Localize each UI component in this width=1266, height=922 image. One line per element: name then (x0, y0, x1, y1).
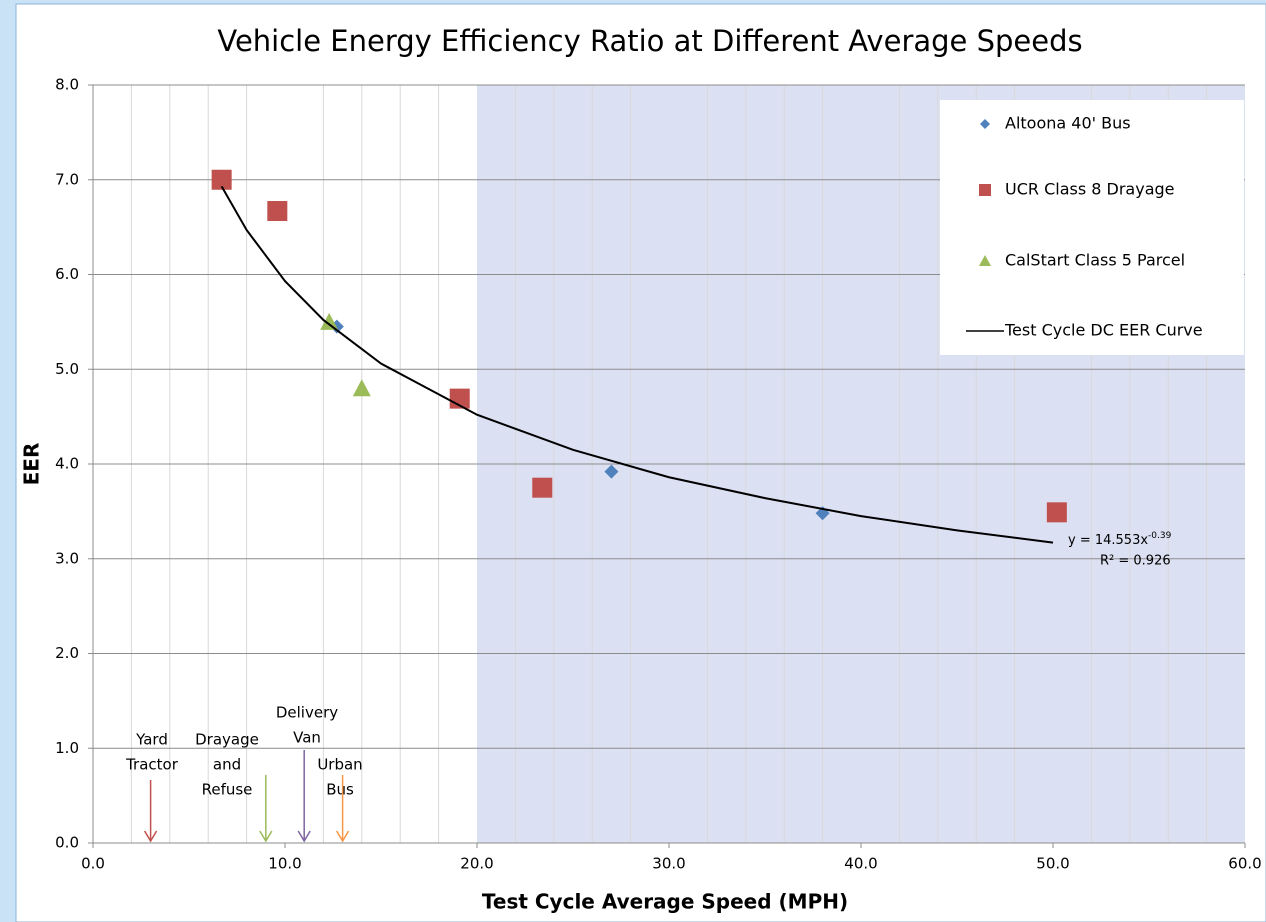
legend-marker (979, 255, 991, 266)
y-axis-label: EER (20, 443, 44, 486)
y-tick-label: 2.0 (55, 644, 79, 662)
equation: y = 14.553x-0.39 (1068, 531, 1172, 548)
annotation-label: Urban (317, 756, 362, 774)
legend-label: Altoona 40' Bus (1005, 114, 1131, 133)
legend-label: UCR Class 8 Drayage (1005, 180, 1175, 199)
legend-marker (979, 184, 991, 196)
arrow-head (335, 830, 350, 843)
y-tick-label: 3.0 (55, 549, 79, 567)
x-tick-label: 60.0 (1228, 855, 1261, 873)
equation-exponent: -0.39 (1148, 531, 1172, 541)
annotation-label: Van (293, 729, 321, 747)
point (352, 379, 371, 397)
point (211, 169, 232, 190)
arrow-head (259, 830, 273, 843)
annotation-label: Bus (326, 781, 354, 799)
equation-text: y = 14.553x (1068, 533, 1148, 548)
annotation-label: Refuse (202, 781, 253, 799)
chart-title: Vehicle Energy Efficiency Ratio at Diffe… (217, 24, 1082, 58)
x-tick-label: 50.0 (1036, 855, 1069, 873)
point (815, 506, 830, 521)
annotation-label: Yard (135, 731, 168, 749)
arrow-head (297, 830, 311, 843)
annotation-label: Delivery (276, 704, 338, 722)
x-tick-label: 40.0 (844, 855, 877, 873)
annotation-label: Drayage (195, 731, 259, 749)
legend-label: CalStart Class 5 Parcel (1005, 251, 1185, 270)
y-tick-label: 1.0 (55, 739, 79, 757)
legend-box (940, 100, 1244, 355)
point (267, 201, 288, 222)
x-tick-label: 30.0 (652, 855, 685, 873)
y-tick-label: 8.0 (55, 76, 79, 94)
point (320, 312, 339, 330)
arrow-head (143, 830, 158, 843)
annotation-label: Tractor (125, 756, 179, 774)
point (532, 477, 553, 498)
x-tick-label: 20.0 (460, 855, 493, 873)
y-tick-label: 6.0 (55, 265, 79, 283)
x-axis-label: Test Cycle Average Speed (MPH) (482, 890, 848, 914)
y-tick-label: 4.0 (55, 455, 79, 473)
y-tick-label: 5.0 (55, 360, 79, 378)
trend-line (220, 185, 1054, 544)
y-tick-label: 0.0 (55, 834, 79, 852)
y-tick-label: 7.0 (55, 170, 79, 188)
r-squared: R² = 0.926 (1100, 554, 1171, 569)
x-tick-label: 0.0 (81, 855, 105, 873)
legend-marker (980, 119, 990, 129)
point (604, 464, 619, 479)
annotation-label: and (213, 756, 241, 774)
x-tick-label: 10.0 (268, 855, 301, 873)
legend-label: Test Cycle DC EER Curve (1004, 321, 1203, 340)
point (1046, 502, 1067, 523)
